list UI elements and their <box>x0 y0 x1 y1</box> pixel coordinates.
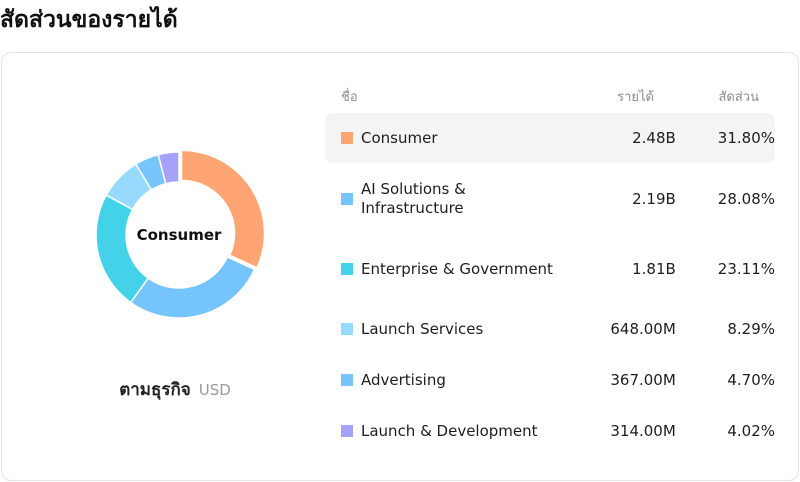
segment-name: Enterprise & Government <box>361 259 553 278</box>
segment-row[interactable]: Advertising 367.00M 4.70% <box>325 356 775 404</box>
segment-revenue: 314.00M <box>610 422 676 440</box>
donut-chart: Consumer <box>93 149 265 321</box>
segment-revenue: 367.00M <box>610 371 676 389</box>
segment-revenue: 2.48B <box>632 129 676 147</box>
segment-share: 28.08% <box>717 190 775 208</box>
segment-name: Advertising <box>361 370 446 389</box>
segment-revenue: 648.00M <box>610 320 676 338</box>
legend-swatch <box>341 374 353 386</box>
column-header-revenue: รายได้ <box>617 90 654 105</box>
legend-swatch <box>341 263 353 275</box>
segment-name: AI Solutions & Infrastructure <box>361 180 466 217</box>
segment-name: Launch & Development <box>361 421 538 440</box>
segment-row[interactable]: Enterprise & Government 1.81B 23.11% <box>325 239 775 299</box>
segment-share: 23.11% <box>717 260 775 278</box>
donut-slice-5[interactable] <box>157 151 180 185</box>
caption-segment-type: ตามธุรกิจ <box>119 380 191 400</box>
column-header-name: ชื่อ <box>341 90 358 105</box>
legend-swatch <box>341 193 353 205</box>
caption-currency: USD <box>198 381 231 399</box>
segment-share: 4.02% <box>727 422 775 440</box>
legend-swatch <box>341 132 353 144</box>
segment-share: 8.29% <box>727 320 775 338</box>
segment-revenue: 2.19B <box>632 190 676 208</box>
donut-svg <box>95 149 265 319</box>
chart-caption: ตามธุรกิจ USD <box>0 376 350 403</box>
donut-slice-0[interactable] <box>180 149 265 269</box>
segment-name: Consumer <box>361 128 438 147</box>
segment-revenue: 1.81B <box>632 260 676 278</box>
column-header-share: สัดส่วน <box>718 90 760 105</box>
segment-name: Launch Services <box>361 319 484 338</box>
segment-row[interactable]: Launch Services 648.00M 8.29% <box>325 305 775 353</box>
legend-swatch <box>341 323 353 335</box>
legend-swatch <box>341 425 353 437</box>
segment-share: 31.80% <box>717 129 775 147</box>
segment-row[interactable]: Consumer 2.48B 31.80% <box>325 113 775 163</box>
segment-share: 4.70% <box>727 371 775 389</box>
donut-center-label: Consumer <box>136 226 222 244</box>
segment-row[interactable]: AI Solutions & Infrastructure 2.19B 28.08% <box>325 173 775 225</box>
page-title: สัดส่วนของรายได้ <box>0 7 178 33</box>
segment-row[interactable]: Launch & Development 314.00M 4.02% <box>325 407 775 455</box>
